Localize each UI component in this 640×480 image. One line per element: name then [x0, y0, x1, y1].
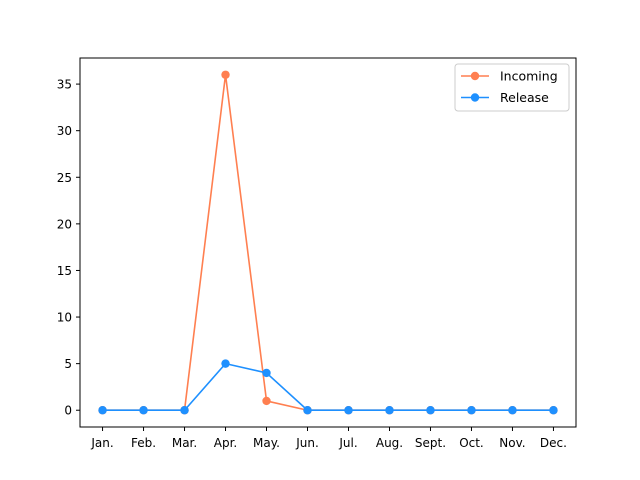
- data-point-release: [549, 406, 558, 415]
- x-tick-label: Oct.: [459, 436, 484, 450]
- x-tick-label: May.: [253, 436, 280, 450]
- data-point-release: [344, 406, 353, 415]
- y-tick-label: 35: [57, 78, 72, 92]
- x-tick-label: Nov.: [499, 436, 525, 450]
- data-point-release: [467, 406, 476, 415]
- x-tick-label: Feb.: [131, 436, 156, 450]
- data-point-release: [303, 406, 312, 415]
- legend-marker-release: [470, 93, 480, 102]
- data-point-release: [180, 406, 189, 415]
- y-tick-label: 20: [57, 217, 72, 231]
- y-tick-label: 0: [64, 404, 72, 418]
- data-point-release: [221, 359, 230, 368]
- data-point-incoming: [262, 396, 271, 406]
- data-point-release: [98, 406, 107, 415]
- data-point-release: [385, 406, 394, 415]
- y-tick-label: 10: [57, 311, 72, 325]
- y-tick-label: 15: [57, 264, 72, 278]
- x-tick-label: Mar.: [172, 436, 197, 450]
- legend-marker-incoming: [470, 71, 480, 81]
- plot-frame: [79, 57, 577, 428]
- x-tick-label: Jan.: [90, 436, 113, 450]
- data-point-release: [508, 406, 517, 415]
- data-point-release: [139, 406, 148, 415]
- data-point-release: [426, 406, 435, 415]
- x-tick-label: Jun.: [295, 436, 319, 450]
- x-tick-label: Apr.: [214, 436, 237, 450]
- x-tick-label: Jul.: [338, 436, 357, 450]
- x-axis: Jan. Feb. Mar. Apr. May. Jun. Jul. Aug. Sept. Oct…: [90, 427, 567, 450]
- legend: Incoming Release: [454, 63, 570, 112]
- x-tick-label: Sept.: [415, 436, 446, 450]
- x-tick-label: Aug.: [376, 436, 403, 450]
- y-tick-label: 25: [57, 171, 72, 185]
- plot-area: [80, 58, 576, 427]
- series-line-release: [101, 362, 555, 412]
- x-tick-label: Dec.: [540, 436, 567, 450]
- legend-label-incoming: Incoming: [500, 69, 558, 84]
- y-axis: 0 5 10 15 20 25 30 35: [57, 78, 80, 418]
- series-layer: [98, 70, 558, 415]
- data-point-incoming: [221, 70, 230, 79]
- y-tick-label: 5: [64, 357, 72, 371]
- y-tick-label: 30: [57, 124, 72, 138]
- legend-label-release: Release: [500, 90, 549, 105]
- data-point-release: [262, 368, 271, 378]
